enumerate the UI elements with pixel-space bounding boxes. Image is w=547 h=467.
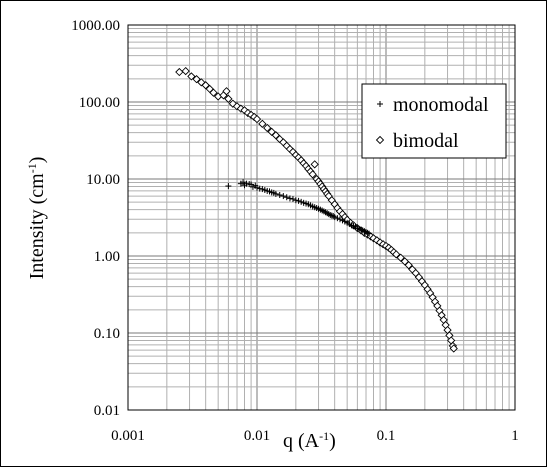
monomodal-point [331, 214, 338, 221]
legend: monomodal bimodal [361, 83, 507, 159]
bimodal-point [263, 123, 272, 133]
plot-area-border [127, 24, 516, 411]
data-points [175, 66, 458, 353]
bimodal-point [308, 170, 317, 179]
legend-marker-bimodal [375, 135, 385, 145]
legend-box [361, 83, 507, 159]
monomodal-point [280, 193, 287, 200]
bimodal-point [222, 87, 231, 96]
bimodal-point [449, 344, 458, 353]
bimodal-point [192, 75, 201, 84]
legend-marker-monomodal [377, 101, 383, 107]
y-tick-label: 0.10 [94, 326, 120, 342]
monomodal-point [286, 195, 293, 202]
x-tick-label: 0.01 [244, 428, 270, 444]
series-monomodal [225, 179, 373, 237]
monomodal-point [334, 215, 341, 222]
y-axis-title: Intensity (cm-1) [25, 157, 48, 280]
monomodal-point [272, 190, 279, 197]
bimodal-point [404, 261, 413, 270]
y-tick-label: 0.01 [94, 403, 120, 419]
monomodal-point [240, 179, 247, 186]
bimodal-point [310, 160, 319, 169]
bimodal-point [187, 72, 196, 81]
monomodal-point [254, 184, 260, 191]
y-tick-label: 1000.00 [71, 18, 120, 34]
bimodal-point [201, 81, 210, 90]
monomodal-point [295, 197, 302, 204]
y-axis-tick-labels: 0.01 0.10 1.00 10.00 100.00 1000.00 [71, 18, 120, 419]
bimodal-point [209, 88, 218, 97]
y-tick-label: 1.00 [94, 249, 120, 265]
x-tick-label: 0.1 [377, 428, 396, 444]
x-tick-label: 0.001 [111, 428, 145, 444]
monomodal-point [289, 195, 296, 202]
monomodal-point [283, 194, 290, 201]
legend-label-bimodal: bimodal [393, 130, 459, 152]
bimodal-point [175, 67, 184, 77]
monomodal-point [276, 191, 283, 198]
legend-label-monomodal: monomodal [393, 94, 489, 116]
bimodal-point [224, 94, 233, 103]
bimodal-point [181, 66, 190, 76]
bimodal-point [252, 114, 262, 124]
monomodal-point [330, 213, 337, 220]
y-tick-label: 100.00 [79, 95, 120, 111]
x-tick-label: 1 [511, 428, 519, 444]
x-axis-title: q (A-1) [283, 429, 336, 452]
monomodal-point [225, 183, 232, 190]
monomodal-point [292, 197, 299, 204]
bimodal-point [271, 131, 280, 140]
bimodal-point [258, 119, 267, 129]
y-tick-label: 10.00 [86, 172, 120, 188]
bimodal-point [396, 253, 405, 262]
grid [127, 25, 515, 411]
bimodal-point [392, 250, 401, 259]
monomodal-point [366, 230, 373, 237]
x-axis-tick-labels: 0.001 0.01 0.1 1 [111, 428, 519, 444]
